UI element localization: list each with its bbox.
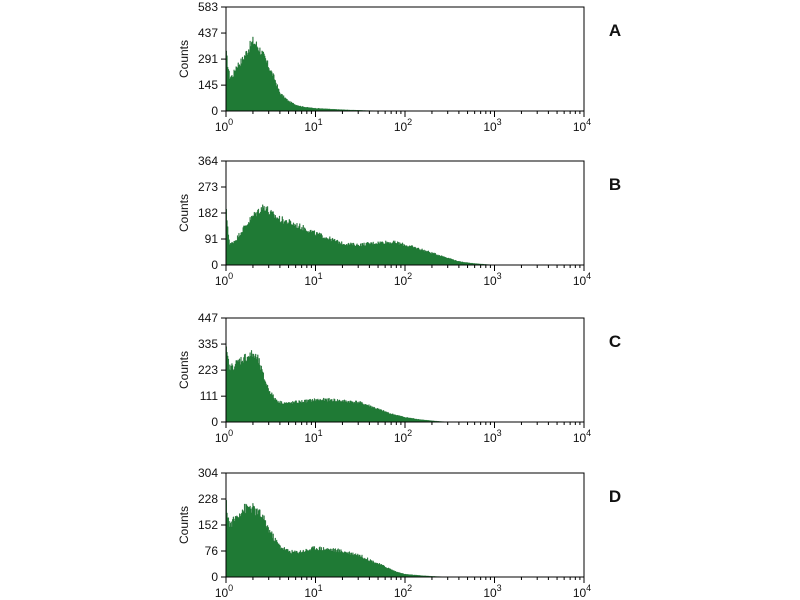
histogram-area <box>225 204 584 266</box>
y-axis-label: Counts <box>177 351 191 389</box>
x-tick-exponent: 1 <box>318 428 323 438</box>
y-tick-label: 0 <box>211 570 218 584</box>
y-tick-label: 335 <box>198 337 218 351</box>
x-tick-label: 104 <box>573 428 591 445</box>
x-tick-base: 10 <box>394 120 408 134</box>
histogram-area <box>225 499 584 578</box>
x-tick-label: 101 <box>304 117 322 134</box>
x-tick-base: 10 <box>483 274 497 288</box>
x-tick-label: 103 <box>483 117 501 134</box>
x-tick-exponent: 2 <box>407 271 412 281</box>
y-tick-label: 182 <box>198 206 218 220</box>
x-tick-label: 101 <box>304 428 322 445</box>
x-tick-base: 10 <box>394 274 408 288</box>
x-tick-label: 104 <box>573 583 591 600</box>
x-tick-label: 100 <box>215 117 233 134</box>
y-tick-label: 91 <box>205 232 219 246</box>
y-axis-label: Counts <box>177 506 191 544</box>
x-tick-base: 10 <box>573 431 587 445</box>
x-tick-exponent: 4 <box>586 271 591 281</box>
x-tick-base: 10 <box>394 586 408 600</box>
x-tick-exponent: 2 <box>407 428 412 438</box>
x-tick-base: 10 <box>483 586 497 600</box>
panel-label: B <box>609 175 621 194</box>
x-tick-label: 100 <box>215 271 233 288</box>
x-tick-base: 10 <box>215 120 229 134</box>
x-tick-base: 10 <box>483 120 497 134</box>
x-tick-base: 10 <box>394 431 408 445</box>
y-tick-label: 273 <box>198 180 218 194</box>
panel-label: C <box>609 332 621 351</box>
panel-label: D <box>609 487 621 506</box>
histogram-area <box>225 346 584 423</box>
x-tick-base: 10 <box>304 120 318 134</box>
x-tick-base: 10 <box>483 431 497 445</box>
x-tick-label: 103 <box>483 583 501 600</box>
y-axis-label: Counts <box>177 40 191 78</box>
x-tick-label: 103 <box>483 428 501 445</box>
x-tick-exponent: 4 <box>586 583 591 593</box>
x-tick-label: 101 <box>304 271 322 288</box>
y-tick-label: 447 <box>198 311 218 325</box>
x-tick-exponent: 0 <box>228 428 233 438</box>
x-tick-exponent: 2 <box>407 583 412 593</box>
x-tick-base: 10 <box>215 586 229 600</box>
x-tick-base: 10 <box>215 274 229 288</box>
x-tick-base: 10 <box>573 586 587 600</box>
x-tick-label: 103 <box>483 271 501 288</box>
y-tick-label: 228 <box>198 492 218 506</box>
x-tick-label: 104 <box>573 117 591 134</box>
x-tick-exponent: 3 <box>497 583 502 593</box>
panel-label: A <box>609 21 621 40</box>
histogram-area <box>225 36 584 112</box>
y-tick-label: 583 <box>198 0 218 14</box>
x-tick-base: 10 <box>215 431 229 445</box>
x-tick-base: 10 <box>304 586 318 600</box>
x-tick-exponent: 4 <box>586 117 591 127</box>
x-tick-exponent: 0 <box>228 271 233 281</box>
x-tick-label: 102 <box>394 117 412 134</box>
x-tick-exponent: 2 <box>407 117 412 127</box>
y-tick-label: 152 <box>198 518 218 532</box>
x-tick-exponent: 0 <box>228 117 233 127</box>
y-tick-label: 0 <box>211 415 218 429</box>
y-tick-label: 0 <box>211 104 218 118</box>
x-tick-exponent: 1 <box>318 271 323 281</box>
x-tick-label: 101 <box>304 583 322 600</box>
x-tick-base: 10 <box>573 120 587 134</box>
y-tick-label: 223 <box>198 363 218 377</box>
y-tick-label: 291 <box>198 52 218 66</box>
x-tick-label: 100 <box>215 428 233 445</box>
x-tick-exponent: 3 <box>497 117 502 127</box>
y-tick-label: 364 <box>198 154 218 168</box>
x-tick-exponent: 1 <box>318 583 323 593</box>
x-tick-base: 10 <box>304 431 318 445</box>
x-tick-base: 10 <box>573 274 587 288</box>
x-tick-label: 102 <box>394 271 412 288</box>
x-tick-base: 10 <box>304 274 318 288</box>
y-axis-label: Counts <box>177 194 191 232</box>
y-tick-label: 145 <box>198 78 218 92</box>
x-tick-exponent: 1 <box>318 117 323 127</box>
x-tick-label: 102 <box>394 583 412 600</box>
x-tick-label: 104 <box>573 271 591 288</box>
x-tick-label: 102 <box>394 428 412 445</box>
x-tick-label: 100 <box>215 583 233 600</box>
y-tick-label: 304 <box>198 466 218 480</box>
y-tick-label: 0 <box>211 258 218 272</box>
x-tick-exponent: 4 <box>586 428 591 438</box>
y-tick-label: 437 <box>198 26 218 40</box>
x-tick-exponent: 3 <box>497 428 502 438</box>
y-tick-label: 76 <box>205 544 219 558</box>
y-tick-label: 111 <box>200 389 219 403</box>
x-tick-exponent: 3 <box>497 271 502 281</box>
x-tick-exponent: 0 <box>228 583 233 593</box>
